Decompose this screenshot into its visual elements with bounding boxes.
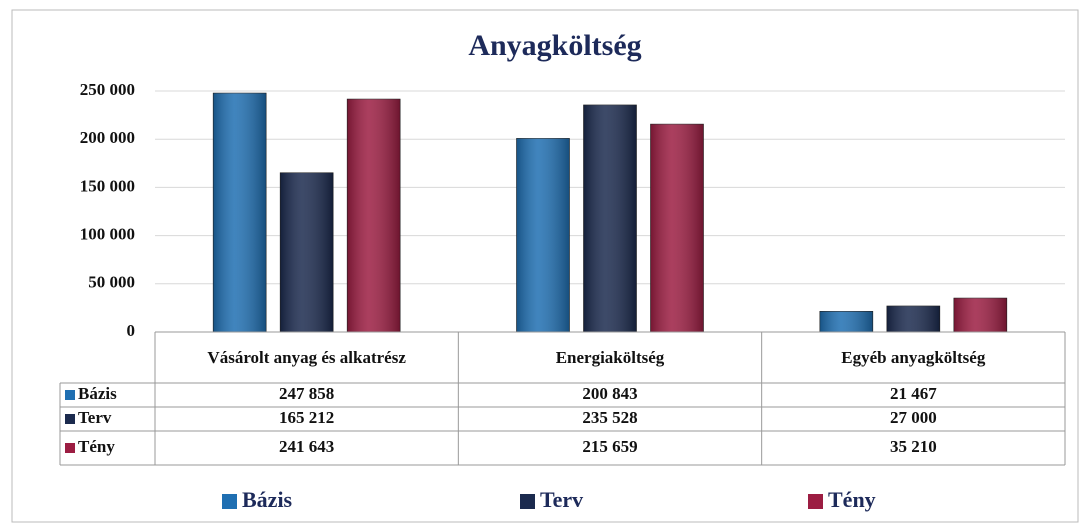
bar (650, 123, 704, 333)
y-tick-label: 0 (127, 321, 136, 340)
bar (516, 138, 570, 333)
category-cell: Energiaköltség (555, 347, 665, 367)
y-tick-label: 250 000 (80, 80, 135, 99)
table-value: 21 467 (890, 384, 937, 403)
table-value: 235 528 (582, 408, 637, 427)
category-cell: Vásárolt anyag és alkatrész (207, 347, 406, 367)
table-key (65, 443, 75, 453)
bar (819, 311, 874, 333)
y-tick-label: 100 000 (80, 225, 135, 244)
category-cell: Egyéb anyagköltség (841, 347, 986, 367)
bar (279, 172, 334, 333)
legend-key (520, 494, 535, 509)
legend-key (222, 494, 237, 509)
table-key (65, 390, 75, 400)
table-value: 215 659 (582, 437, 637, 456)
x-tick-label: Vásárolt anyag és alkatrész (207, 347, 406, 367)
table-value: 247 858 (279, 384, 334, 403)
bar (212, 92, 267, 333)
table-key (65, 414, 75, 424)
chart-title: Anyagköltség (468, 29, 641, 62)
x-tick-label: Energiaköltség (555, 347, 665, 367)
legend-label: Bázis (242, 487, 293, 512)
y-tick-label: 200 000 (80, 128, 135, 147)
table-value: 35 210 (890, 437, 937, 456)
bar (886, 305, 941, 333)
bar (583, 104, 637, 333)
table-series-label: Bázis (78, 384, 117, 403)
legend-key (808, 494, 823, 509)
y-tick-label: 50 000 (88, 273, 135, 292)
x-tick-label: Egyéb anyagköltség (841, 347, 986, 367)
legend-label: Terv (540, 487, 583, 512)
table-value: 165 212 (279, 408, 334, 427)
bar (953, 297, 1008, 333)
table-series-label: Tény (78, 437, 115, 456)
bar (346, 98, 401, 333)
legend-label: Tény (828, 487, 876, 512)
table-value: 200 843 (582, 384, 637, 403)
table-value: 27 000 (890, 408, 937, 427)
frame (11, 9, 1079, 523)
y-tick-label: 150 000 (80, 176, 135, 195)
table-series-label: Terv (78, 408, 112, 427)
table-value: 241 643 (279, 437, 334, 456)
